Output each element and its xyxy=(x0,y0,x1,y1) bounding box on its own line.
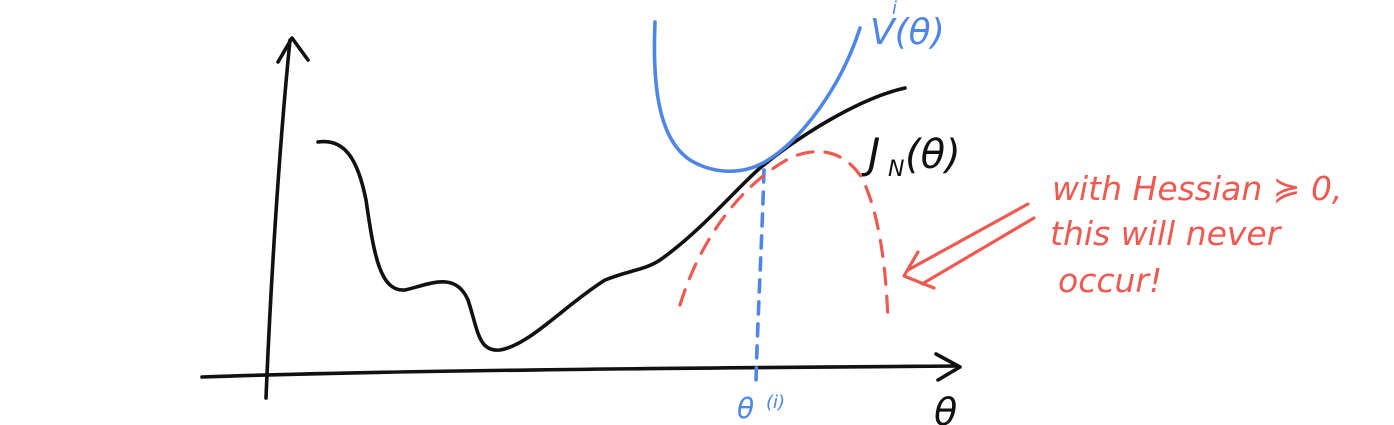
objective-label-argument: (θ) xyxy=(905,132,961,178)
objective-curve xyxy=(316,86,907,352)
surrogate-curve xyxy=(652,20,862,174)
objective-label-subscript: N xyxy=(888,157,904,182)
annotation-arrow-head xyxy=(902,250,936,290)
impossible-surrogate-curve xyxy=(678,150,890,322)
y-axis-arrowhead xyxy=(276,36,310,64)
y-axis xyxy=(264,38,292,400)
surrogate-label: V(θ) i xyxy=(870,0,945,53)
surrogate-label-superscript: i xyxy=(892,0,897,19)
objective-label-j: J xyxy=(861,129,880,178)
annotation-line-3: occur! xyxy=(1058,261,1162,300)
x-axis xyxy=(200,364,960,379)
annotation-line-1: with Hessian ≽ 0, xyxy=(1052,169,1342,208)
x-axis-arrowhead xyxy=(934,352,962,382)
surrogate-label-v: V(θ) xyxy=(870,12,945,53)
annotation-arrow xyxy=(902,202,1036,290)
iterate-label-superscript: (i) xyxy=(766,392,785,413)
annotation: with Hessian ≽ 0, this will never occur! xyxy=(1050,169,1342,300)
x-axis-label: θ xyxy=(934,390,957,425)
iterate-label: θ (i) xyxy=(737,392,785,425)
objective-label: J N (θ) xyxy=(861,129,961,182)
annotation-arrow-shaft-lower xyxy=(920,216,1036,286)
annotation-arrow-shaft-upper xyxy=(906,202,1030,272)
iterate-marker-line xyxy=(754,168,766,382)
annotation-line-2: this will never xyxy=(1050,214,1283,253)
iterate-label-theta: θ xyxy=(737,392,754,425)
axes: θ xyxy=(200,36,962,425)
